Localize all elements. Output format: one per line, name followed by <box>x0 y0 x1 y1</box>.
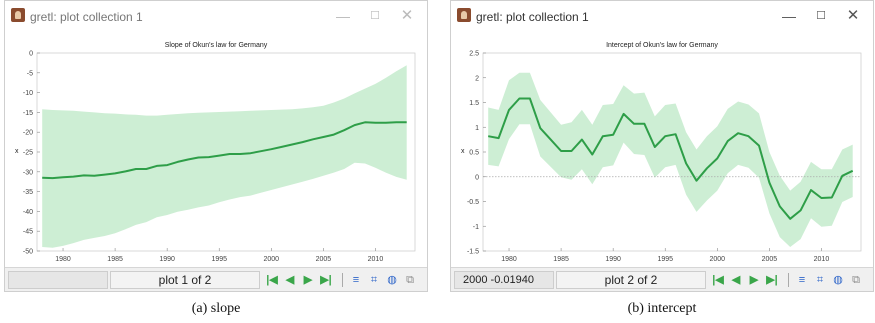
y-tick-label: -50 <box>23 249 33 256</box>
confidence-band <box>488 72 853 247</box>
last-page-icon[interactable]: ▶| <box>320 274 332 286</box>
gretl-app-icon <box>457 8 471 22</box>
y-tick-label: 2.5 <box>469 51 479 58</box>
y-tick-label: -10 <box>23 90 33 97</box>
chart: 2.5 2 1.5 1 0.5 0 -0.5 -1 -1.5 1980 1985 1990 1995 20… <box>451 31 873 267</box>
y-tick-label: -1.5 <box>467 249 479 256</box>
series-line <box>488 97 854 220</box>
zoom-icon[interactable]: ⌗ <box>816 274 824 286</box>
cursor-coordinates: 2000 -0.01940 <box>454 271 554 289</box>
next-page-icon[interactable]: ▶ <box>303 274 313 286</box>
next-page-icon[interactable]: ▶ <box>749 274 759 286</box>
cursor-coordinates <box>8 271 108 289</box>
y-tick-label: 1.5 <box>469 100 479 107</box>
maximize-icon[interactable]: ☐ <box>370 10 380 22</box>
y-tick-label: -1 <box>473 224 479 231</box>
y-tick-label: 2 <box>475 75 479 82</box>
globe-icon[interactable]: ◍ <box>387 274 397 286</box>
plot-window-intercept: gretl: plot collection 1 — ☐ ✕ 2.5 2 1.5 1 0… <box>450 0 874 292</box>
x-tick-label: 2005 <box>762 256 778 263</box>
y-tick-label: -30 <box>23 169 33 176</box>
prev-page-icon[interactable]: ◀ <box>731 274 741 286</box>
window-title: gretl: plot collection 1 <box>476 10 589 24</box>
x-tick-label: 2000 <box>264 256 280 263</box>
chart: 0 -5 -10 -15 -20 -25 -30 -35 -40 -45 -50 1980 1985 19… <box>5 31 427 267</box>
title-bar[interactable]: gretl: plot collection 1 — ☐ ✕ <box>451 1 873 31</box>
page-indicator: plot 1 of 2 <box>110 271 260 289</box>
y-tick-label: 0 <box>29 51 33 58</box>
series-line <box>42 121 407 180</box>
page-indicator: plot 2 of 2 <box>556 271 706 289</box>
chart-title: Intercept of Okun's law for Germany <box>606 42 718 49</box>
plot-area[interactable]: 2.5 2 1.5 1 0.5 0 -0.5 -1 -1.5 1980 1985 1990 1995 20… <box>451 31 873 267</box>
x-tick-label: 1980 <box>55 256 71 263</box>
toolbar-separator <box>781 273 789 287</box>
x-tick-label: 1995 <box>211 256 227 263</box>
x-tick-label: 2010 <box>368 256 384 263</box>
y-tick-label: 1 <box>475 125 479 132</box>
y-tick-label: -5 <box>27 70 33 77</box>
x-tick-label: 2005 <box>316 256 332 263</box>
plot-toolbar: |◀ ◀ ▶ ▶| ≡ ⌗ ◍ ⧉ <box>709 271 865 289</box>
x-tick-label: 2010 <box>814 256 830 263</box>
plot-toolbar: |◀ ◀ ▶ ▶| ≡ ⌗ ◍ ⧉ <box>263 271 419 289</box>
first-page-icon[interactable]: |◀ <box>266 274 278 286</box>
close-window-icon[interactable]: ⧉ <box>852 274 860 286</box>
x-tick-label: 1990 <box>159 256 175 263</box>
figure-caption: (a) slope <box>191 301 241 316</box>
y-tick-label: -0.5 <box>467 199 479 206</box>
y-tick-label: -45 <box>23 229 33 236</box>
y-tick-label: -40 <box>23 209 33 216</box>
globe-icon[interactable]: ◍ <box>833 274 843 286</box>
y-tick-label: -15 <box>23 110 33 117</box>
y-tick-label: 0 <box>475 174 479 181</box>
y-axis-label: x <box>15 148 19 155</box>
y-tick-label: -20 <box>23 130 33 137</box>
window-title: gretl: plot collection 1 <box>30 10 143 24</box>
minimize-icon[interactable]: — <box>336 8 350 24</box>
toolbar-separator <box>335 273 343 287</box>
menu-icon[interactable]: ≡ <box>352 274 360 286</box>
gretl-app-icon <box>11 8 25 22</box>
plot-area[interactable]: 0 -5 -10 -15 -20 -25 -30 -35 -40 -45 -50 1980 1985 19… <box>5 31 427 267</box>
confidence-band <box>42 65 407 248</box>
x-tick-label: 2000 <box>710 256 726 263</box>
status-bar: plot 1 of 2 |◀ ◀ ▶ ▶| ≡ ⌗ ◍ ⧉ <box>5 267 427 291</box>
x-tick-label: 1990 <box>605 256 621 263</box>
y-tick-label: -25 <box>23 150 33 157</box>
x-tick-label: 1995 <box>657 256 673 263</box>
zoom-icon[interactable]: ⌗ <box>370 274 378 286</box>
y-axis-label: x <box>461 148 465 155</box>
first-page-icon[interactable]: |◀ <box>712 274 724 286</box>
last-page-icon[interactable]: ▶| <box>766 274 778 286</box>
y-tick-label: 0.5 <box>469 150 479 157</box>
close-window-icon[interactable]: ⧉ <box>406 274 414 286</box>
prev-page-icon[interactable]: ◀ <box>285 274 295 286</box>
chart-title: Slope of Okun's law for Germany <box>165 42 268 49</box>
figure-caption: (b) intercept <box>627 301 697 316</box>
y-tick-label: -35 <box>23 189 33 196</box>
title-bar[interactable]: gretl: plot collection 1 — ☐ ✕ <box>5 1 427 31</box>
x-tick-label: 1985 <box>107 256 123 263</box>
menu-icon[interactable]: ≡ <box>798 274 806 286</box>
close-icon[interactable]: ✕ <box>400 7 414 24</box>
x-tick-label: 1985 <box>553 256 569 263</box>
maximize-icon[interactable]: ☐ <box>816 10 826 22</box>
plot-window-slope: gretl: plot collection 1 — ☐ ✕ 0 -5 -10 -15… <box>4 0 428 292</box>
x-tick-label: 1980 <box>501 256 517 263</box>
status-bar: 2000 -0.01940 plot 2 of 2 |◀ ◀ ▶ ▶| ≡ ⌗ … <box>451 267 873 291</box>
close-icon[interactable]: ✕ <box>846 7 860 24</box>
minimize-icon[interactable]: — <box>782 8 796 24</box>
